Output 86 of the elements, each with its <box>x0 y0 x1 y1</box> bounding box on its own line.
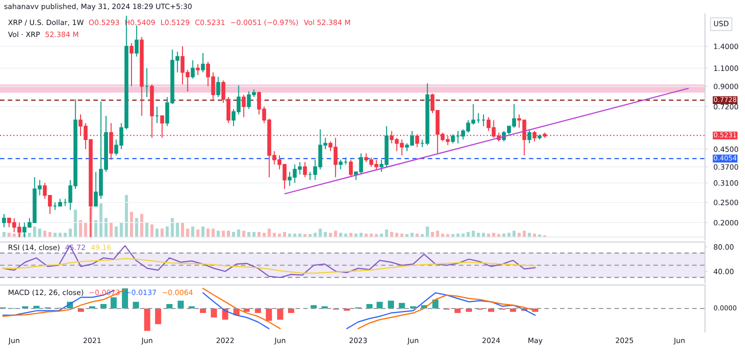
bar <box>178 300 184 308</box>
candlestick <box>216 76 220 98</box>
bar <box>388 300 394 308</box>
bar <box>212 228 215 237</box>
bar <box>68 228 72 237</box>
candlestick <box>200 52 205 73</box>
bar <box>145 222 148 237</box>
bar <box>488 308 494 312</box>
bar <box>166 304 172 308</box>
bar <box>176 222 179 237</box>
bar <box>226 230 230 237</box>
bar <box>254 308 262 313</box>
bar <box>99 203 102 237</box>
candlestick <box>196 64 200 76</box>
line-series <box>2 258 536 274</box>
bar <box>216 230 220 237</box>
bar <box>512 230 516 237</box>
bar <box>242 230 246 237</box>
bar <box>420 234 424 237</box>
bar <box>293 234 296 237</box>
candlestick <box>190 60 195 80</box>
bar <box>33 226 36 237</box>
bar <box>196 229 200 237</box>
bar <box>210 308 217 318</box>
candlestick <box>303 162 307 178</box>
bar <box>186 228 190 237</box>
bar <box>140 214 144 237</box>
bar <box>206 228 210 237</box>
bar <box>268 228 271 237</box>
bar <box>200 308 206 313</box>
bar <box>38 228 42 237</box>
bar <box>78 308 84 312</box>
bar <box>426 226 429 237</box>
bar <box>135 218 138 237</box>
bar <box>446 234 450 237</box>
bar <box>170 218 174 237</box>
line-series <box>2 245 536 278</box>
bar <box>74 210 77 237</box>
bar <box>150 224 154 237</box>
bar <box>166 226 169 237</box>
bar <box>436 230 440 237</box>
bar <box>181 222 184 237</box>
bar <box>104 218 108 237</box>
bar <box>385 229 388 237</box>
bar <box>370 234 373 237</box>
bar <box>100 304 107 308</box>
bar <box>130 212 134 237</box>
bar <box>43 230 46 237</box>
bar <box>277 308 284 320</box>
bar <box>160 228 164 237</box>
bar <box>124 195 128 237</box>
bar <box>398 302 405 308</box>
bar <box>110 222 113 237</box>
bar <box>114 226 118 237</box>
bar <box>266 308 272 321</box>
bar <box>344 234 348 237</box>
bar <box>222 230 225 237</box>
bar <box>376 302 383 308</box>
bar <box>144 308 150 331</box>
candlestick <box>2 213 6 228</box>
bar <box>318 228 322 237</box>
bar <box>78 220 82 237</box>
bar <box>191 226 194 237</box>
candlestick <box>134 25 139 58</box>
candlestick <box>527 128 532 144</box>
bar <box>94 220 98 237</box>
bar <box>472 230 475 237</box>
bar <box>310 305 317 308</box>
bar <box>366 304 372 308</box>
bar <box>334 230 338 237</box>
bar <box>237 229 240 237</box>
bar <box>201 226 204 237</box>
candlestick <box>242 94 246 118</box>
bar <box>522 230 526 237</box>
bar <box>132 302 139 308</box>
bar <box>84 222 88 237</box>
candlestick <box>348 159 353 178</box>
bar <box>155 308 162 324</box>
bar <box>156 228 159 237</box>
bar <box>288 308 294 313</box>
bar <box>454 308 461 313</box>
bar <box>110 297 117 308</box>
bar <box>510 308 516 312</box>
candlestick <box>130 42 134 87</box>
bar <box>395 232 398 237</box>
bar <box>120 222 123 237</box>
